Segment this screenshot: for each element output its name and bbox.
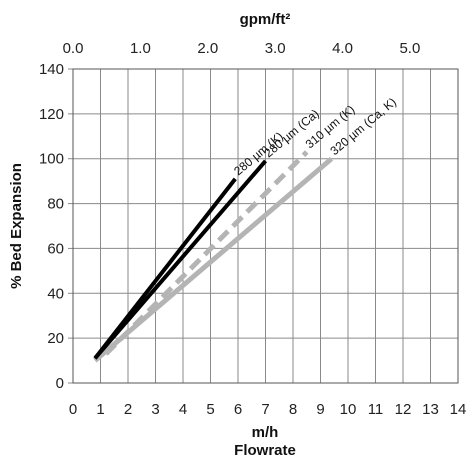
x-tick-label: 6 [234,401,242,418]
y-tick-label: 20 [47,330,64,347]
x2-tick-label: 3.0 [265,40,286,57]
x-tick-label: 12 [395,401,412,418]
x-tick-label: 3 [151,401,159,418]
x-tick-label: 5 [206,401,214,418]
x-tick-label: 14 [450,401,467,418]
x-tick-label: 8 [289,401,297,418]
series-line-1 [93,159,268,360]
x-tick-label: 10 [340,401,357,418]
y-tick-labels: 0 20 40 60 80 100 120 140 [39,61,64,392]
y-tick-label: 40 [47,285,64,302]
x-axis-subtitle: Flowrate [234,442,296,459]
x-tick-label: 4 [179,401,187,418]
x-tick-labels: 0 1 2 3 4 5 6 7 8 9 10 11 12 13 14 [69,401,467,418]
x2-tick-labels: 0.0 1.0 2.0 3.0 4.0 5.0 [63,40,421,57]
x2-tick-label: 5.0 [399,40,420,57]
x-tick-label: 9 [316,401,324,418]
x-tick-label: 7 [261,401,269,418]
x-tick-label: 2 [124,401,132,418]
series-lines [93,150,334,363]
x-tick-label: 0 [69,401,77,418]
y-tick-label: 80 [47,196,64,213]
x2-axis-title: gpm/ft² [240,11,291,28]
y-tick-label: 100 [39,151,64,168]
gridlines [68,68,459,384]
x2-tick-label: 0.0 [63,40,84,57]
series-line-0 [93,177,237,360]
x-tick-label: 13 [422,401,439,418]
y-tick-label: 0 [56,375,64,392]
y-tick-label: 140 [39,61,64,78]
x-axis-title: m/h [252,424,279,441]
series-line-3 [93,156,334,363]
y-tick-label: 120 [39,106,64,123]
y-axis-title: % Bed Expansion [8,163,25,289]
y-tick-label: 60 [47,240,64,257]
plot-frame [72,68,459,384]
x-tick-label: 1 [96,401,104,418]
x2-tick-label: 2.0 [197,40,218,57]
series-line-2 [104,150,309,356]
series-labels: 280 µm (K)280 µm (Ca)310 µm (K)320 µm (C… [231,95,399,178]
x2-tick-label: 4.0 [332,40,353,57]
x-tick-label: 11 [368,401,384,418]
x2-tick-label: 1.0 [130,40,151,57]
